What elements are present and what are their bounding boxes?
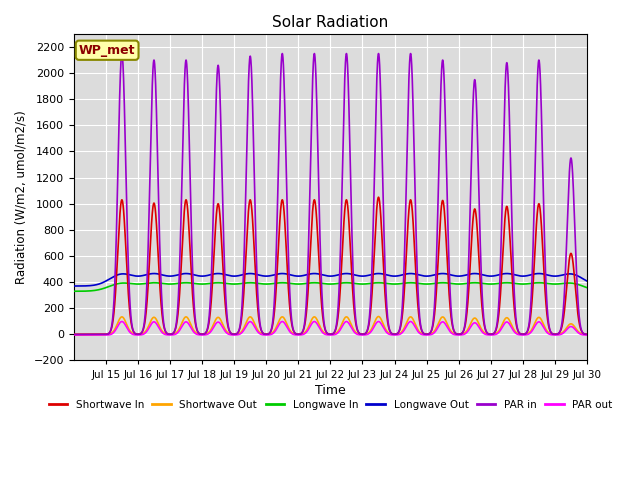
Text: WP_met: WP_met bbox=[79, 44, 136, 57]
Title: Solar Radiation: Solar Radiation bbox=[272, 15, 388, 30]
Legend: Shortwave In, Shortwave Out, Longwave In, Longwave Out, PAR in, PAR out: Shortwave In, Shortwave Out, Longwave In… bbox=[44, 396, 616, 414]
Y-axis label: Radiation (W/m2, umol/m2/s): Radiation (W/m2, umol/m2/s) bbox=[15, 110, 28, 284]
X-axis label: Time: Time bbox=[315, 384, 346, 396]
